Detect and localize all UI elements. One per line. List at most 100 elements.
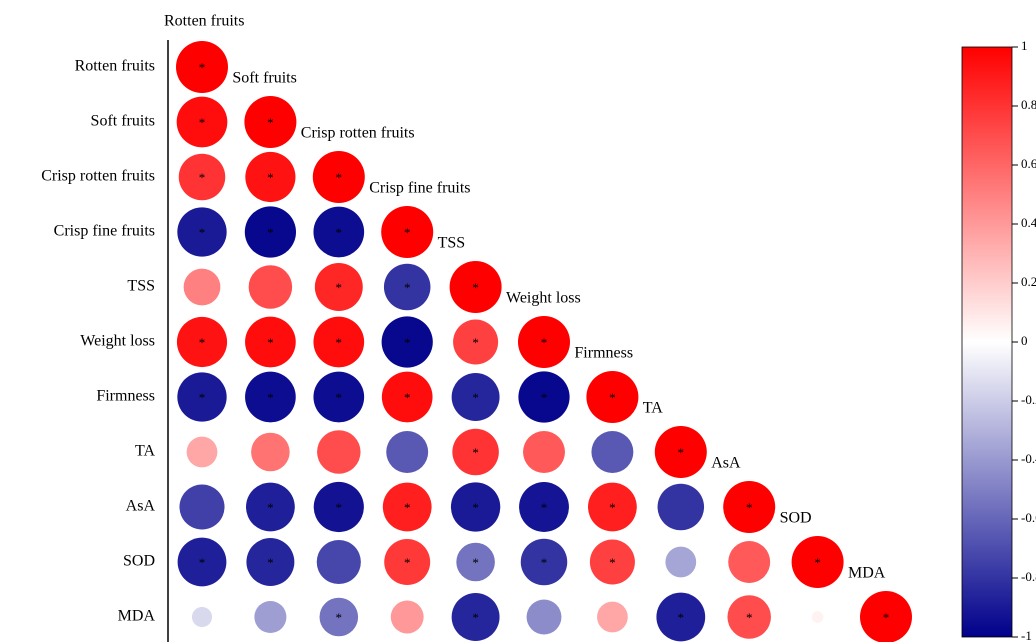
correlation-circle — [317, 430, 361, 474]
colorbar-tick-label: -1 — [1021, 628, 1032, 642]
row-label: TA — [135, 443, 155, 460]
correlation-circle — [523, 431, 565, 473]
correlation-circle — [177, 537, 227, 587]
significance-mark: * — [336, 390, 343, 405]
colorbar-tick-label: 0.6 — [1021, 156, 1036, 171]
correlation-circle — [313, 206, 365, 258]
correlation-circle — [313, 316, 365, 368]
significance-mark: * — [404, 225, 411, 240]
correlation-circle — [254, 600, 287, 634]
colorbar-tick-label: -0.6 — [1021, 510, 1036, 525]
column-label: Rotten fruits — [164, 13, 244, 30]
significance-mark: * — [336, 280, 343, 295]
correlation-circle — [245, 316, 296, 368]
colorbar-tick-label: -0.4 — [1021, 451, 1036, 466]
significance-mark: * — [199, 225, 206, 240]
significance-mark: * — [883, 610, 890, 625]
correlation-circle — [178, 153, 226, 201]
correlation-circle — [452, 428, 499, 476]
correlation-circle — [589, 539, 635, 585]
correlation-circle — [384, 539, 431, 585]
correlation-circle — [656, 592, 706, 642]
correlation-circle — [386, 431, 429, 473]
colorbar-tick-label: 0 — [1021, 333, 1028, 348]
significance-mark: * — [404, 335, 411, 350]
correlation-circle — [860, 591, 912, 642]
correlation-circle — [451, 593, 500, 641]
correlation-circle — [319, 597, 359, 637]
correlation-circle — [518, 316, 570, 368]
correlation-circle — [381, 371, 433, 423]
significance-mark: * — [267, 170, 274, 185]
correlation-circle — [520, 538, 568, 586]
correlation-circle — [381, 206, 434, 258]
significance-mark: * — [541, 555, 548, 570]
correlation-circle — [588, 482, 637, 532]
correlation-circle — [456, 542, 495, 582]
colorbar-tick-label: 1 — [1021, 38, 1028, 53]
significance-mark: * — [267, 115, 274, 130]
correlation-circle — [176, 96, 228, 148]
colorbar-tick-label: 0.2 — [1021, 274, 1036, 289]
significance-mark: * — [336, 170, 343, 185]
correlation-circle — [312, 151, 365, 203]
significance-mark: * — [267, 390, 274, 405]
significance-mark: * — [541, 335, 548, 350]
significance-mark: * — [541, 390, 548, 405]
correlation-circle — [244, 206, 297, 258]
significance-mark: * — [199, 60, 206, 75]
significance-mark: * — [472, 280, 479, 295]
correlation-circle — [811, 611, 824, 623]
column-label: AsA — [711, 455, 741, 472]
column-label: TSS — [438, 235, 466, 252]
significance-mark: * — [472, 390, 479, 405]
significance-mark: * — [678, 445, 685, 460]
correlation-circle — [313, 481, 364, 533]
row-label: Soft fruits — [91, 113, 155, 130]
row-label: Firmness — [96, 388, 155, 405]
correlation-circle — [316, 539, 361, 585]
colorbar-tick-label: -0.8 — [1021, 569, 1036, 584]
colorbar-gradient — [961, 46, 1013, 638]
significance-mark: * — [472, 500, 479, 515]
correlation-circle — [245, 151, 296, 203]
significance-mark: * — [336, 500, 343, 515]
correlation-circle — [176, 316, 228, 368]
correlation-circle — [186, 436, 218, 468]
correlation-circle — [313, 371, 365, 423]
significance-mark: * — [267, 500, 274, 515]
significance-mark: * — [472, 555, 479, 570]
correlation-circle — [519, 482, 569, 532]
column-label: Crisp fine fruits — [369, 180, 470, 197]
row-label: Weight loss — [80, 333, 155, 350]
significance-mark: * — [472, 610, 479, 625]
row-label: TSS — [127, 278, 155, 295]
significance-mark: * — [199, 390, 206, 405]
correlation-circle — [245, 371, 296, 423]
correlation-circle — [728, 541, 771, 583]
row-label: Rotten fruits — [75, 58, 155, 75]
correlation-circle — [251, 432, 290, 472]
significance-mark: * — [199, 115, 206, 130]
significance-mark: * — [404, 280, 411, 295]
correlation-circle — [665, 546, 697, 578]
correlation-circle — [177, 372, 227, 422]
column-label: Weight loss — [506, 290, 581, 307]
significance-mark: * — [609, 500, 616, 515]
significance-mark: * — [472, 445, 479, 460]
column-label: TA — [643, 400, 663, 417]
significance-mark: * — [746, 610, 753, 625]
significance-mark: * — [678, 610, 685, 625]
significance-mark: * — [199, 170, 206, 185]
correlation-circle — [382, 482, 432, 532]
correlation-circle — [383, 263, 431, 311]
significance-mark: * — [267, 225, 274, 240]
correlation-circle — [654, 426, 707, 478]
significance-mark: * — [336, 610, 343, 625]
correlation-circle — [518, 371, 570, 423]
correlation-circle — [246, 538, 295, 586]
correlation-circle — [657, 483, 705, 531]
colorbar: 1 0.8 0.6 0.4 0.2 0 -0.2 -0.4 -0.6 -0.8 -1 — [961, 38, 1036, 642]
significance-mark: * — [199, 335, 206, 350]
correlation-circle — [453, 319, 499, 365]
